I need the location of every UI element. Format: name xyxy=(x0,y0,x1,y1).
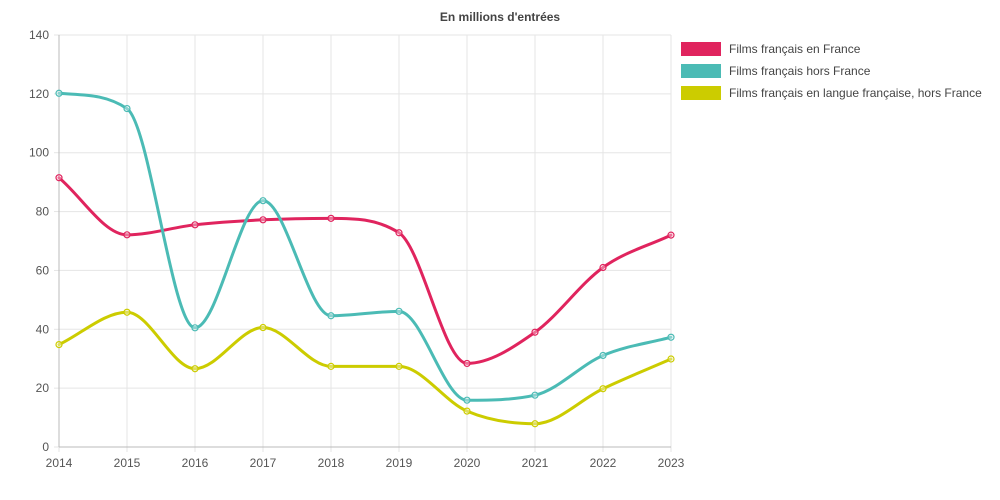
x-tick-label: 2022 xyxy=(590,456,617,470)
x-tick-label: 2014 xyxy=(46,456,73,470)
data-point[interactable] xyxy=(55,89,63,97)
data-point[interactable] xyxy=(599,351,607,360)
y-tick-label: 100 xyxy=(29,146,49,160)
y-tick-label: 60 xyxy=(36,263,50,277)
data-point[interactable] xyxy=(463,359,471,368)
chart-title: En millions d'entrées xyxy=(440,10,561,24)
legend-swatch xyxy=(681,86,721,100)
data-point[interactable] xyxy=(395,362,403,370)
y-tick-label: 120 xyxy=(29,87,49,101)
data-point[interactable] xyxy=(259,323,267,332)
y-tick-label: 40 xyxy=(36,322,50,336)
data-point[interactable] xyxy=(395,307,403,315)
x-tick-label: 2015 xyxy=(114,456,141,470)
legend-item[interactable]: Films français en langue française, hors… xyxy=(681,86,982,100)
data-point[interactable] xyxy=(599,263,607,272)
y-tick-label: 140 xyxy=(29,28,49,42)
axes: 0 20 40 60 80 100 120 140 2014 2015 2016 2017 2018 20… xyxy=(29,28,685,470)
data-point[interactable] xyxy=(599,385,607,393)
series-lines xyxy=(57,91,673,426)
series-line-3 xyxy=(57,310,673,426)
data-point[interactable] xyxy=(667,231,675,239)
series-line-2 xyxy=(57,91,673,402)
data-point[interactable] xyxy=(191,221,199,229)
data-point[interactable] xyxy=(531,391,539,399)
data-point[interactable] xyxy=(531,420,539,428)
series-points xyxy=(55,89,675,428)
x-tick-label: 2018 xyxy=(318,456,345,470)
data-point[interactable] xyxy=(395,229,403,237)
x-tick-label: 2016 xyxy=(182,456,209,470)
x-tick-label: 2019 xyxy=(386,456,413,470)
legend: Films français en France Films français h… xyxy=(681,42,982,100)
data-point[interactable] xyxy=(259,197,267,205)
legend-item[interactable]: Films français en France xyxy=(681,42,861,56)
y-tick-label: 80 xyxy=(36,205,50,219)
legend-swatch xyxy=(681,42,721,56)
data-point[interactable] xyxy=(531,328,539,336)
x-tick-label: 2020 xyxy=(454,456,481,470)
data-point[interactable] xyxy=(327,214,335,222)
y-tick-label: 0 xyxy=(42,440,49,454)
legend-swatch xyxy=(681,64,721,78)
data-point[interactable] xyxy=(667,333,675,341)
data-point[interactable] xyxy=(191,324,199,332)
data-point[interactable] xyxy=(327,312,335,320)
y-tick-label: 20 xyxy=(36,381,50,395)
data-point[interactable] xyxy=(259,216,267,224)
legend-label: Films français en langue française, hors… xyxy=(729,86,982,100)
data-point[interactable] xyxy=(123,231,131,239)
x-tick-label: 2023 xyxy=(658,456,685,470)
data-point[interactable] xyxy=(55,340,63,349)
data-point[interactable] xyxy=(667,355,675,363)
legend-label: Films français hors France xyxy=(729,64,871,78)
x-tick-label: 2017 xyxy=(250,456,277,470)
grid xyxy=(54,34,672,452)
data-point[interactable] xyxy=(55,174,63,182)
legend-label: Films français en France xyxy=(729,42,861,56)
data-point[interactable] xyxy=(123,104,131,113)
data-point[interactable] xyxy=(191,365,199,373)
data-point[interactable] xyxy=(463,396,471,404)
data-point[interactable] xyxy=(463,407,471,415)
data-point[interactable] xyxy=(123,308,131,316)
x-tick-label: 2021 xyxy=(522,456,549,470)
legend-item[interactable]: Films français hors France xyxy=(681,64,871,78)
data-point[interactable] xyxy=(327,362,335,370)
